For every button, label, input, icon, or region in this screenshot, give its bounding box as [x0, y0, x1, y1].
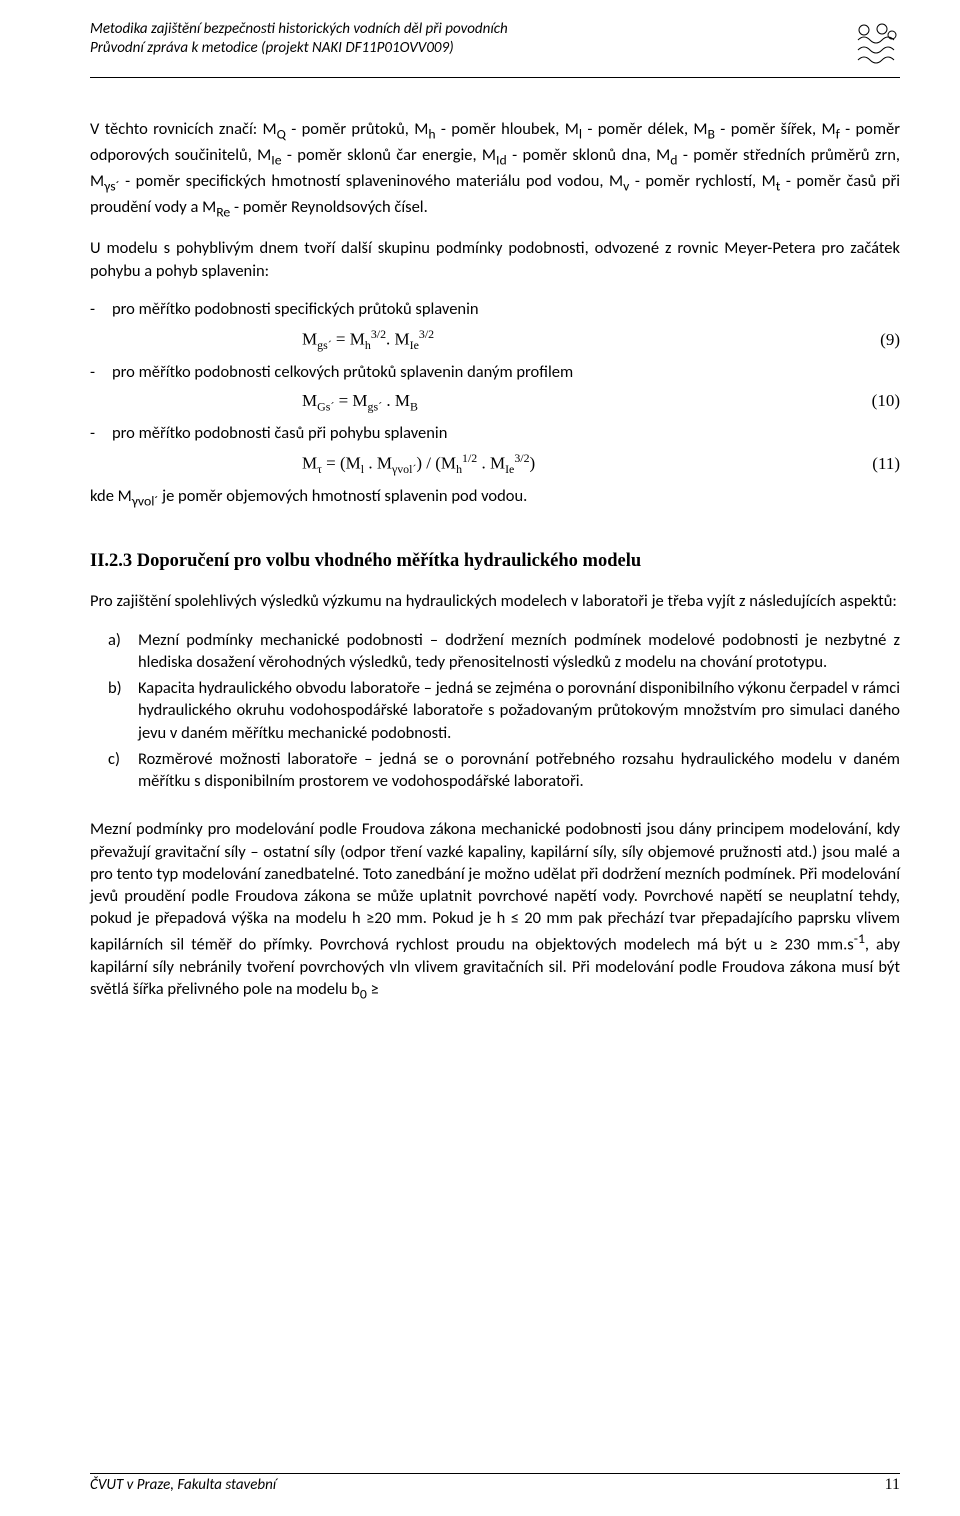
bullet-1-text: pro měřítko podobnosti specifických průt… [112, 299, 479, 319]
equation-9: Mgs´ = Mh3/2. MIe3/2 (9) [112, 326, 900, 353]
paragraph-3: kde Mγvol´ je poměr objemových hmotností… [90, 485, 900, 511]
list-item-a: a) Mezní podmínky mechanické podobnosti … [90, 629, 900, 674]
list-item: pro měřítko podobnosti celkových průtoků… [90, 361, 900, 414]
item-c-text: Rozměrové možnosti laboratoře – jedná se… [138, 749, 900, 791]
equation-11: Mτ = (Ml . Mγvol´) / (Mh1/2 . MIe3/2) (1… [112, 450, 900, 477]
list-item: pro měřítko podobnosti časů při pohybu s… [90, 422, 900, 477]
paragraph-1: V těchto rovnicích značí: MQ - poměr prů… [90, 118, 900, 221]
marker-a: a) [108, 629, 121, 651]
equation-11-body: Mτ = (Ml . Mγvol´) / (Mh1/2 . MIe3/2) [112, 450, 850, 477]
equation-9-body: Mgs´ = Mh3/2. MIe3/2 [112, 326, 850, 353]
list-item: pro měřítko podobnosti specifických průt… [90, 298, 900, 353]
bullet-list: pro měřítko podobnosti specifických průt… [90, 298, 900, 477]
bullet-3-text: pro měřítko podobnosti časů při pohybu s… [112, 423, 447, 443]
equation-9-number: (9) [850, 329, 900, 352]
page: Metodika zajištění bezpečnosti historick… [0, 0, 960, 1516]
footer-left: ČVUT v Praze, Fakulta stavební [90, 1476, 276, 1494]
page-footer: ČVUT v Praze, Fakulta stavební 11 [90, 1473, 900, 1494]
paragraph-5: Mezní podmínky pro modelování podle Frou… [90, 818, 900, 1003]
header-line2: Průvodní zpráva k metodice (projekt NAKI… [90, 39, 508, 58]
bullet-2-text: pro měřítko podobnosti celkových průtoků… [112, 362, 573, 382]
equation-11-number: (11) [850, 453, 900, 476]
header-text: Metodika zajištění bezpečnosti historick… [90, 20, 508, 58]
lettered-list: a) Mezní podmínky mechanické podobnosti … [90, 629, 900, 793]
list-item-c: c) Rozměrové možnosti laboratoře – jedná… [90, 748, 900, 793]
list-item-b: b) Kapacita hydraulického obvodu laborat… [90, 677, 900, 744]
marker-b: b) [108, 677, 122, 699]
header-logo-icon [852, 20, 900, 73]
item-b-text: Kapacita hydraulického obvodu laboratoře… [138, 678, 900, 743]
page-header: Metodika zajištění bezpečnosti historick… [90, 20, 900, 78]
header-line1: Metodika zajištění bezpečnosti historick… [90, 20, 508, 39]
paragraph-4: Pro zajištění spolehlivých výsledků výzk… [90, 590, 900, 612]
equation-10-number: (10) [850, 390, 900, 413]
equation-10: MGs´ = Mgs´ . MB (10) [112, 390, 900, 414]
section-heading: II.2.3 Doporučení pro volbu vhodného měř… [90, 551, 900, 572]
item-a-text: Mezní podmínky mechanické podobnosti – d… [138, 630, 900, 672]
equation-10-body: MGs´ = Mgs´ . MB [112, 390, 850, 414]
paragraph-2: U modelu s pohyblivým dnem tvoří další s… [90, 237, 900, 282]
page-number: 11 [885, 1476, 900, 1494]
marker-c: c) [108, 748, 120, 770]
